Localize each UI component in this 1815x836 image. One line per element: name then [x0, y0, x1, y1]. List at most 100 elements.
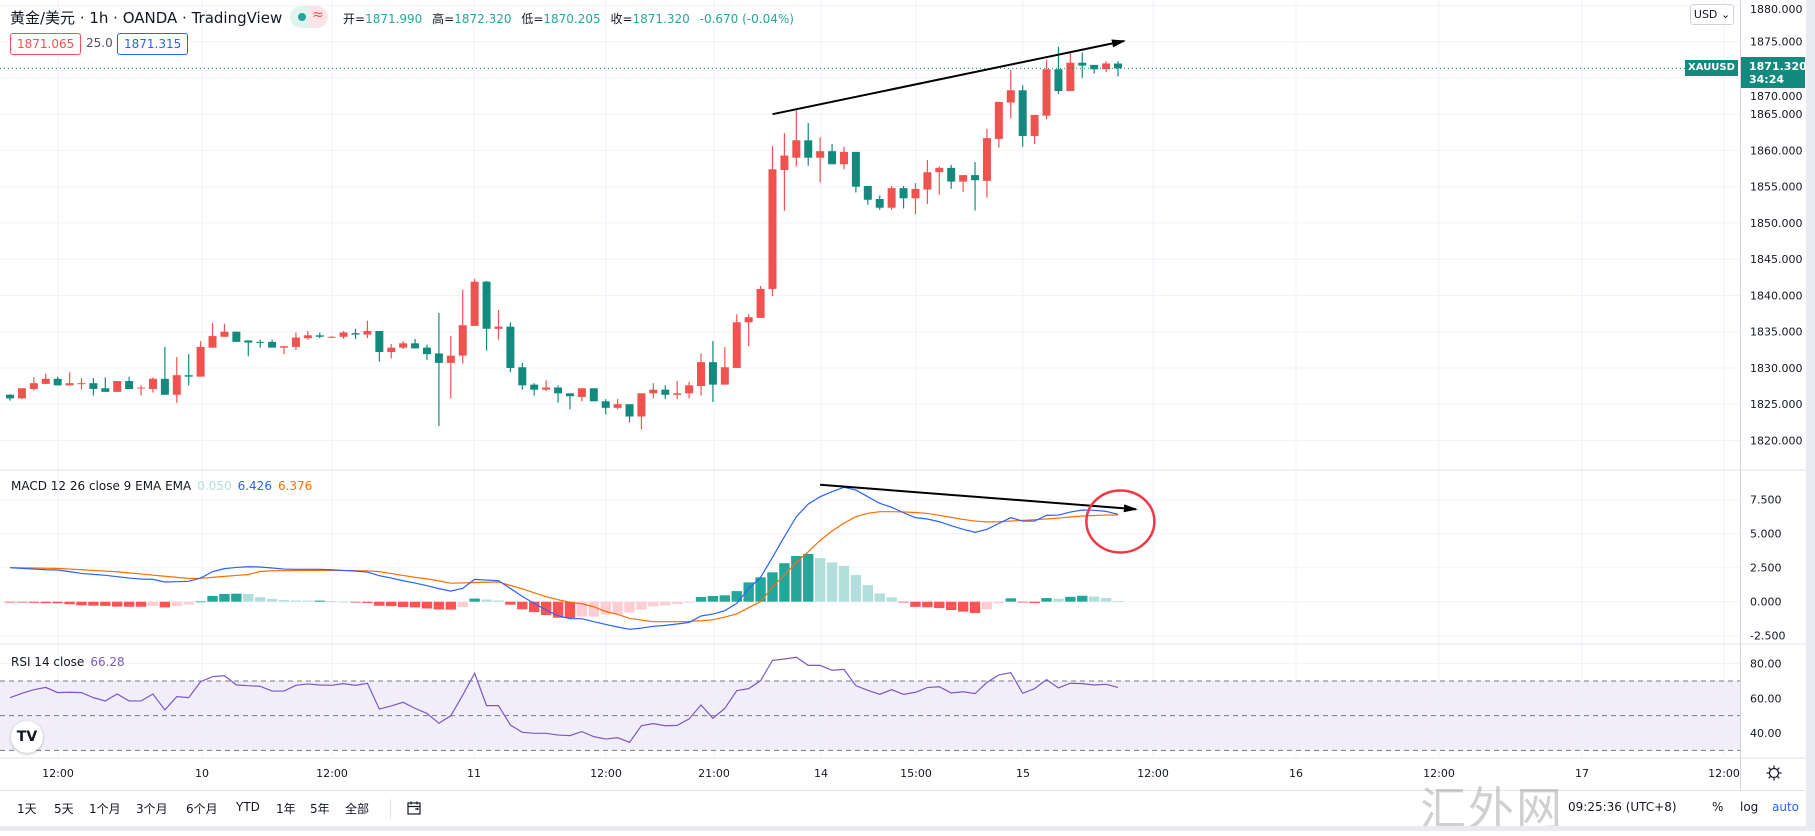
percent-scale-toggle[interactable]: %: [1712, 800, 1724, 814]
range-1y-button[interactable]: 1年: [276, 802, 296, 816]
price-axis-label: 1860.000: [1750, 144, 1803, 157]
macd-line-value: 6.426: [237, 479, 272, 493]
candle-body: [184, 375, 193, 377]
candle-body: [518, 367, 527, 386]
candle: [732, 314, 741, 368]
candle-body: [565, 393, 574, 397]
range-1m-button[interactable]: 1个月: [89, 802, 121, 816]
candle-body: [1006, 90, 1015, 103]
range-ytd-button[interactable]: YTD: [236, 800, 260, 814]
gear-tooth: [1768, 767, 1771, 770]
macd-hist-bar: [540, 601, 552, 616]
macd-hist-bar: [219, 593, 230, 602]
macd-hist-bar: [946, 601, 957, 610]
candle: [982, 128, 991, 198]
macd-hist-bar: [112, 601, 123, 607]
candle-body: [280, 346, 289, 348]
macd-line: [9, 486, 1119, 630]
range-5y-button[interactable]: 5年: [310, 802, 330, 816]
candle: [661, 385, 670, 400]
sell-price-button[interactable]: 1871.065: [10, 33, 82, 55]
range-6m-button[interactable]: 6个月: [186, 802, 218, 816]
macd-hist-bar: [16, 601, 28, 603]
macd-hist-bar: [171, 601, 182, 607]
rsi-axis-label: 60.00: [1750, 692, 1782, 705]
candle: [422, 344, 431, 360]
range-3m-button[interactable]: 3个月: [136, 802, 168, 816]
candle: [804, 122, 813, 166]
candle: [625, 404, 634, 423]
candle: [458, 289, 467, 364]
macd-hist-bar: [350, 601, 361, 603]
macd-hist-bar: [278, 600, 290, 602]
timezone-clock[interactable]: 09:25:36 (UTC+8): [1568, 800, 1677, 814]
candle-body: [41, 378, 50, 384]
candle-body: [470, 281, 479, 326]
macd-hist-bar: [838, 565, 850, 602]
candle: [542, 380, 551, 392]
time-axis-label: 12:00: [1708, 767, 1740, 780]
candle: [375, 330, 384, 362]
currency-dropdown[interactable]: USD ⌄: [1690, 4, 1734, 25]
candle-body: [65, 383, 74, 386]
candle-body: [89, 383, 98, 389]
range-all-button[interactable]: 全部: [345, 802, 370, 816]
candle: [959, 175, 968, 192]
market-status-badge[interactable]: ≈: [290, 6, 328, 28]
price-axis-label: 1870.000: [1750, 90, 1803, 103]
time-axis-label: 10: [195, 767, 209, 780]
log-scale-toggle[interactable]: log: [1740, 800, 1759, 814]
chart-settings-gear-icon[interactable]: [1766, 765, 1782, 781]
candle-body: [351, 333, 360, 335]
candle-body: [923, 172, 932, 190]
macd-hist-bar: [1100, 598, 1112, 602]
candle-body: [851, 151, 860, 187]
macd-signal-line: [9, 511, 1119, 623]
rsi-legend[interactable]: RSI 14 close 66.28: [11, 655, 125, 669]
macd-legend[interactable]: MACD 12 26 close 9 EMA EMA 0.050 6.426 6.37…: [11, 479, 312, 493]
macd-hist-bar: [624, 601, 635, 613]
candle: [17, 388, 26, 400]
candle: [53, 376, 62, 386]
macd-hist-bar: [493, 600, 504, 602]
range-1d-button[interactable]: 1天: [17, 802, 37, 816]
candle: [697, 353, 706, 396]
macd-hist-bar: [588, 601, 599, 617]
time-axis-label: 21:00: [698, 767, 730, 780]
auto-scale-toggle[interactable]: auto: [1772, 800, 1800, 814]
buy-price-button[interactable]: 1871.315: [117, 33, 189, 55]
candle: [518, 362, 527, 390]
symbol-title[interactable]: 黄金/美元 · 1h · OANDA · TradingView: [10, 9, 283, 27]
candle: [6, 394, 14, 401]
candle-body: [828, 151, 837, 165]
candle-body: [839, 151, 848, 165]
macd-hist-bar: [707, 595, 719, 602]
candle: [637, 393, 646, 430]
macd-axis-label: -2.500: [1750, 630, 1785, 643]
macd-hist-bar: [76, 601, 87, 606]
candle-body: [971, 175, 980, 181]
range-5d-button[interactable]: 5天: [54, 802, 74, 816]
macd-hist-bar: [409, 601, 421, 608]
candle-body: [506, 326, 515, 368]
data-delay-icon: ≈: [312, 7, 324, 23]
go-to-date-calendar-icon[interactable]: [406, 800, 422, 820]
candle-body: [232, 331, 241, 342]
candle: [935, 166, 944, 195]
rsi-line: [9, 656, 1119, 744]
macd-title: MACD 12 26 close 9 EMA EMA: [11, 479, 192, 493]
candle-body: [625, 404, 634, 417]
price-axis-label: 1830.000: [1750, 362, 1803, 375]
tradingview-logo[interactable]: TV: [11, 721, 43, 753]
candle-body: [887, 188, 896, 208]
candle-body: [244, 340, 253, 343]
candle: [125, 376, 134, 389]
candle-body: [911, 188, 920, 199]
macd-hist-bar: [147, 601, 159, 606]
toolbar-divider: [390, 799, 391, 819]
ohlc-legend: 开=1871.990 高=1872.320 低=1870.205 收=1871.…: [343, 10, 800, 27]
rsi-value: 66.28: [90, 655, 125, 669]
candle: [291, 332, 300, 350]
candle-body: [172, 375, 181, 395]
